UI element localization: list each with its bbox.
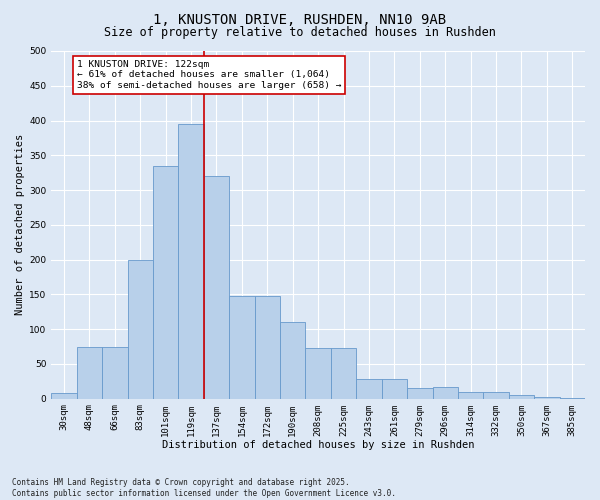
Bar (305, 348, 331, 399)
Bar (280, 322, 305, 398)
X-axis label: Distribution of detached houses by size in Rushden: Distribution of detached houses by size … (162, 440, 475, 450)
Bar (382, 379, 407, 398)
Bar (509, 395, 534, 398)
Bar (128, 260, 153, 398)
Bar (458, 392, 484, 398)
Bar (178, 124, 204, 398)
Bar (331, 348, 356, 399)
Bar (204, 176, 229, 398)
Bar (407, 388, 433, 398)
Y-axis label: Number of detached properties: Number of detached properties (15, 134, 25, 316)
Bar (356, 379, 382, 398)
Text: Contains HM Land Registry data © Crown copyright and database right 2025.
Contai: Contains HM Land Registry data © Crown c… (12, 478, 396, 498)
Bar (51, 393, 77, 398)
Text: Size of property relative to detached houses in Rushden: Size of property relative to detached ho… (104, 26, 496, 39)
Bar (229, 296, 254, 398)
Bar (433, 387, 458, 398)
Text: 1, KNUSTON DRIVE, RUSHDEN, NN10 9AB: 1, KNUSTON DRIVE, RUSHDEN, NN10 9AB (154, 12, 446, 26)
Bar (484, 392, 509, 398)
Text: 1 KNUSTON DRIVE: 122sqm
← 61% of detached houses are smaller (1,064)
38% of semi: 1 KNUSTON DRIVE: 122sqm ← 61% of detache… (77, 60, 341, 90)
Bar (153, 166, 178, 398)
Bar (77, 346, 102, 399)
Bar (102, 346, 128, 399)
Bar (254, 296, 280, 398)
